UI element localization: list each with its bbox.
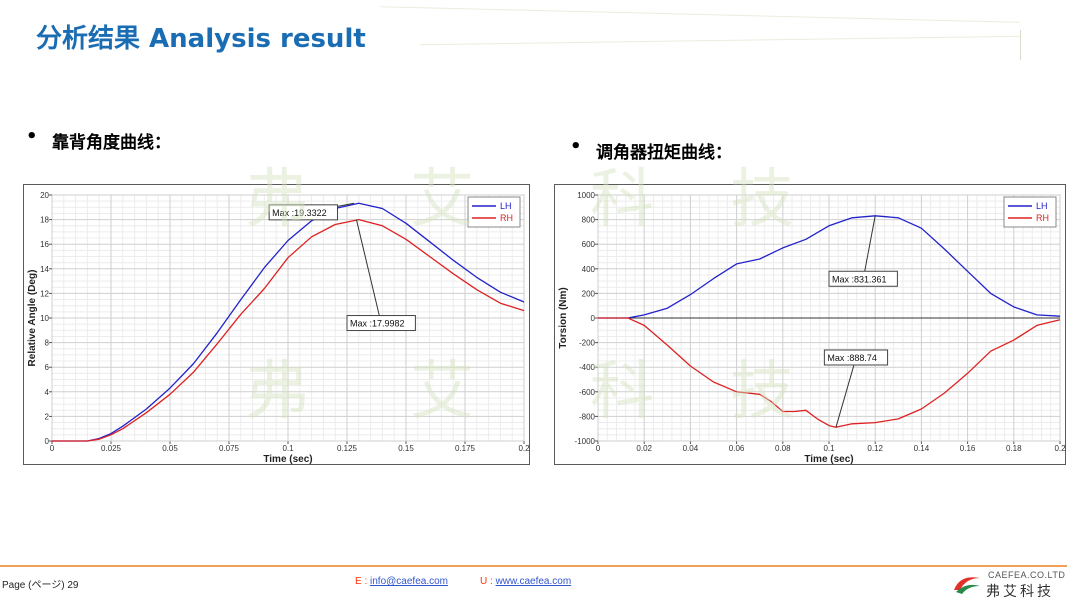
y-tick-label: 2 (45, 412, 50, 421)
y-tick-label: 8 (45, 339, 50, 348)
x-tick-label: 0.025 (101, 444, 122, 453)
annotation-leader (835, 357, 857, 428)
series-line-lh (598, 215, 1061, 319)
y-axis-label: Relative Angle (Deg) (27, 270, 38, 367)
x-tick-label: 0.18 (1006, 444, 1022, 453)
x-tick-label: 0 (596, 444, 601, 453)
series-line-rh (52, 218, 525, 442)
right-chart-heading: • 调角器扭矩曲线： (570, 136, 732, 163)
annotation-label: Max :17.9982 (350, 319, 405, 329)
y-tick-label: 200 (582, 289, 596, 298)
y-tick-label: -200 (579, 339, 596, 348)
x-tick-label: 0.12 (867, 444, 883, 453)
y-tick-label: 16 (40, 240, 49, 249)
bullet-dot: • (26, 126, 38, 147)
bullet-dot: • (570, 136, 582, 157)
annotation-box (823, 349, 889, 366)
x-tick-label: 0.05 (162, 444, 178, 453)
y-tick-label: 400 (582, 265, 596, 274)
company-logo: CAEFEA.CO.LTD 弗艾科技 (950, 568, 1065, 600)
recliner-torque-chart: 0 0.02 0.04 0.06 0.08 0.1 0.12 0.14 0.16 0.18 0.2 -… (554, 184, 1066, 465)
x-tick-label: 0.1 (823, 444, 835, 453)
footer-email: E : info@caefea.com (355, 576, 448, 587)
y-tick-label: 600 (582, 240, 596, 249)
y-tick-label: 18 (40, 216, 49, 225)
series-line-lh (52, 202, 525, 442)
annotation-box (346, 315, 416, 332)
series-line-rh (598, 317, 1061, 428)
left-chart-heading-text: 靠背角度曲线： (52, 133, 171, 153)
url-link[interactable]: www.caefea.com (495, 576, 572, 587)
x-tick-label: 0 (50, 444, 55, 453)
annotation-leader (355, 219, 382, 324)
y-tick-label: 20 (40, 191, 49, 200)
y-tick-label: 10 (40, 314, 49, 323)
x-tick-label: 0.1 (282, 444, 294, 453)
annotation-box (268, 204, 339, 221)
legend-box (1003, 196, 1057, 228)
footer-url: U : www.caefea.com (480, 576, 571, 587)
header-decoration-line (380, 6, 1020, 23)
seatback-angle-chart: 0 0.025 0.05 0.075 0.1 0.125 0.15 0.175 0.2 0 2 4 6 8… (23, 184, 530, 465)
x-tick-label: 0.14 (914, 444, 930, 453)
logo-emblem-icon (954, 577, 980, 594)
url-prefix: U : (480, 576, 496, 587)
y-tick-label: 12 (40, 289, 49, 298)
y-tick-label: -600 (579, 388, 596, 397)
email-prefix: E : (355, 576, 371, 587)
x-tick-label: 0.15 (398, 444, 414, 453)
logo-company-name: CAEFEA.CO.LTD (988, 570, 1066, 580)
x-tick-label: 0.04 (683, 444, 699, 453)
legend-label-rh: RH (1036, 213, 1049, 223)
header-decoration-line (1020, 30, 1021, 60)
x-tick-label: 0.2 (1054, 444, 1066, 453)
legend-box (467, 196, 521, 228)
right-chart-heading-text: 调角器扭矩曲线： (596, 143, 732, 163)
recliner-torque-chart-svg: 0 0.02 0.04 0.06 0.08 0.1 0.12 0.14 0.16 0.18 0.2 -… (558, 191, 1066, 465)
y-axis-label: Torsion (Nm) (558, 287, 569, 348)
x-tick-label: 0.06 (729, 444, 745, 453)
y-tick-label: 0 (45, 437, 50, 446)
logo-chinese-name: 弗艾科技 (986, 584, 1054, 600)
y-tick-label: -800 (579, 412, 596, 421)
x-tick-label: 0.02 (636, 444, 652, 453)
x-tick-label: 0.175 (455, 444, 476, 453)
x-tick-label: 0.16 (960, 444, 976, 453)
left-chart-heading: • 靠背角度曲线： (26, 126, 171, 153)
annotation-box (828, 270, 898, 287)
header-decoration-line (420, 35, 1020, 46)
page-title: 分析结果 Analysis result (36, 24, 366, 54)
legend-label-lh: LH (1036, 201, 1048, 211)
annotation-label: Max :831.361 (832, 274, 887, 284)
x-tick-label: 0.075 (219, 444, 240, 453)
annotation-leader (862, 215, 876, 280)
footer-divider (0, 565, 1067, 567)
legend-label-rh: RH (500, 213, 513, 223)
annotation-label: Max :888.74 (827, 353, 877, 363)
y-tick-label: -400 (579, 363, 596, 372)
seatback-angle-chart-svg: 0 0.025 0.05 0.075 0.1 0.125 0.15 0.175 0.2 0 2 4 6 8… (27, 191, 530, 465)
x-axis-label: Time (sec) (263, 454, 312, 465)
y-tick-label: 1000 (577, 191, 595, 200)
x-tick-label: 0.08 (775, 444, 791, 453)
x-tick-label: 0.125 (337, 444, 358, 453)
y-tick-label: 4 (45, 388, 50, 397)
annotation-label: Max :19.3322 (272, 208, 327, 218)
legend-label-lh: LH (500, 201, 512, 211)
y-tick-label: 6 (45, 363, 50, 372)
y-tick-label: 14 (40, 265, 49, 274)
y-tick-label: 0 (591, 314, 596, 323)
email-link[interactable]: info@caefea.com (370, 576, 448, 587)
y-tick-label: 800 (582, 216, 596, 225)
x-tick-label: 0.2 (518, 444, 530, 453)
page-number: Page (ページ) 29 (2, 580, 79, 591)
x-axis-label: Time (sec) (804, 454, 853, 465)
y-tick-label: -1000 (575, 437, 596, 446)
